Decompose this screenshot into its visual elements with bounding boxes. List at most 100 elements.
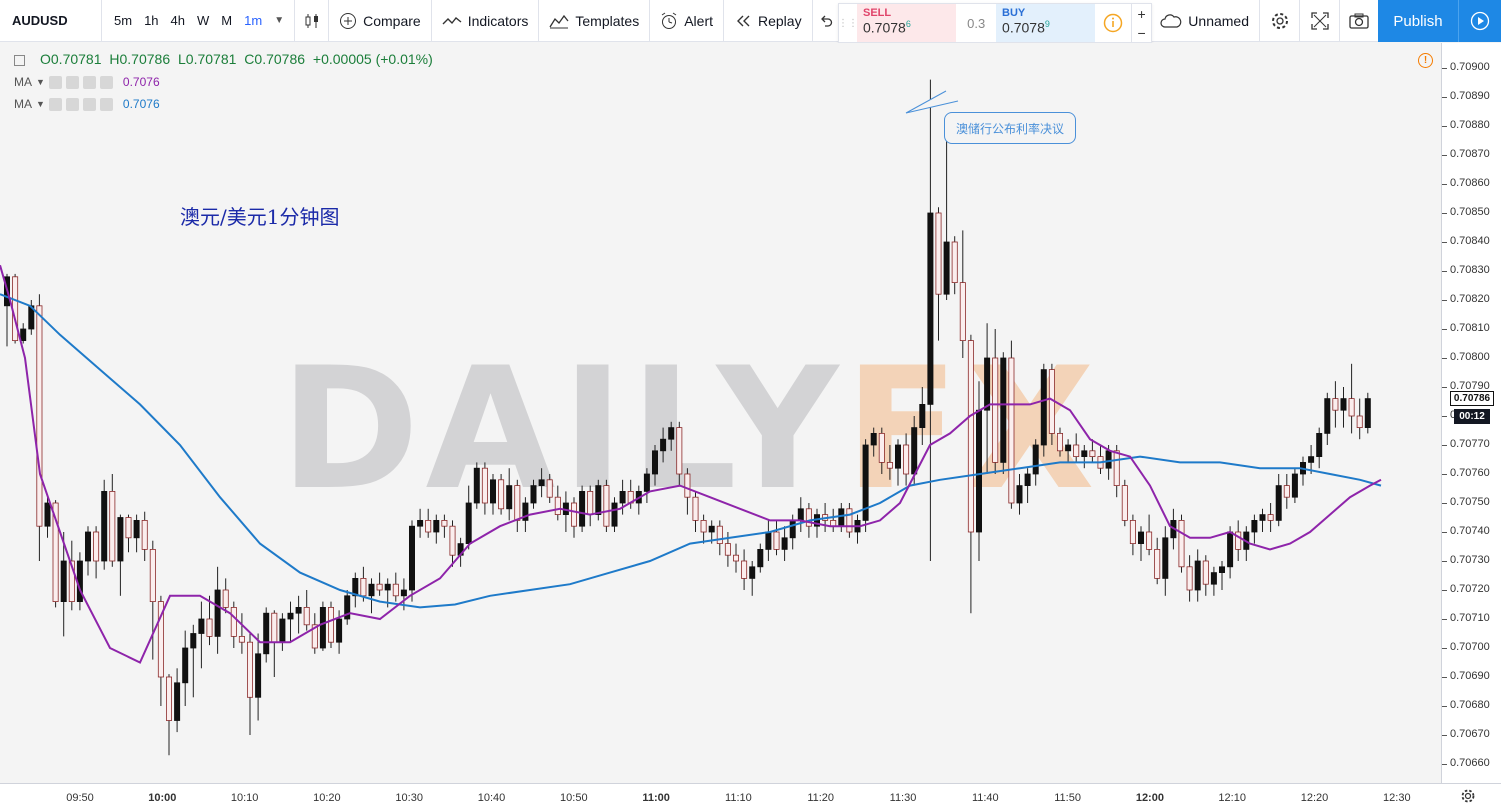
publish-button[interactable]: Publish	[1378, 0, 1458, 42]
interval-5m[interactable]: 5m	[114, 13, 133, 28]
play-button[interactable]	[1458, 0, 1501, 42]
collapse-legend-button[interactable]	[14, 55, 25, 66]
candle	[643, 468, 650, 503]
candle	[1032, 439, 1039, 486]
close-icon[interactable]	[99, 75, 113, 89]
price-tick: 0.70790	[1442, 380, 1490, 392]
gear-icon[interactable]	[65, 75, 79, 89]
candle	[862, 439, 869, 532]
chart-style-button[interactable]	[295, 0, 330, 41]
plus-icon[interactable]	[82, 97, 96, 111]
candle	[1000, 352, 1007, 474]
interval-1m[interactable]: 1m	[244, 13, 263, 28]
buy-button[interactable]: BUY 0.70789	[996, 4, 1096, 42]
interval-1h[interactable]: 1h	[144, 13, 159, 28]
info-button[interactable]	[1095, 4, 1131, 42]
undo-button[interactable]	[813, 0, 839, 41]
chevron-down-icon[interactable]: ▼	[36, 99, 45, 109]
candle	[733, 543, 740, 573]
ma-legend-1[interactable]: MA ▼ 0.7076	[14, 75, 437, 89]
fullscreen-button[interactable]	[1300, 0, 1340, 42]
drag-handle-icon[interactable]: ⋮⋮	[838, 17, 858, 29]
compare-button[interactable]: Compare	[329, 0, 432, 41]
price-tick: 0.70730	[1442, 554, 1490, 566]
settings-button[interactable]	[1260, 0, 1300, 42]
sell-price-main: 0.7078	[863, 19, 906, 36]
candle	[1364, 392, 1371, 434]
templates-button[interactable]: Templates	[539, 0, 651, 41]
candle	[1356, 398, 1363, 440]
interval-m[interactable]: M	[221, 13, 233, 28]
ma2-value: 0.7076	[122, 97, 160, 111]
interval-w[interactable]: W	[197, 13, 210, 28]
candle	[141, 511, 148, 561]
eye-icon[interactable]	[48, 97, 62, 111]
toolbar-right: Unnamed Publish	[1150, 0, 1501, 42]
candle	[287, 601, 294, 643]
top-toolbar: AUDUSD 5m 1h 4h W M 1m ▼ Compare Indicat…	[0, 0, 1501, 42]
candle	[36, 294, 43, 561]
candle	[498, 474, 505, 515]
increase-button[interactable]: +	[1137, 5, 1146, 22]
candle	[854, 514, 861, 544]
candle	[870, 427, 877, 457]
candle	[660, 427, 667, 463]
chart-pane[interactable]: DAILYFX O0.70781 H0.70786 L0.70781 C0.70…	[0, 43, 1441, 783]
candle	[149, 540, 156, 660]
decrease-button[interactable]: −	[1137, 24, 1146, 41]
price-axis[interactable]: 0.70900 0.70890 0.70880 0.70870 0.70860 0.708…	[1441, 43, 1501, 783]
candle	[279, 613, 286, 651]
candle	[68, 540, 75, 611]
candle	[125, 514, 132, 553]
chevron-down-icon[interactable]: ▼	[36, 77, 45, 87]
candle	[1251, 514, 1258, 544]
time-tick: 10:00	[148, 792, 177, 804]
time-tick: 10:10	[230, 792, 259, 804]
time-axis[interactable]: 09:50 10:00 10:10 10:20 10:30 10:40 10:50 11:00…	[0, 783, 1501, 807]
candle	[1138, 526, 1145, 561]
candle	[1300, 456, 1307, 486]
candle	[1316, 427, 1323, 469]
candle	[676, 421, 683, 486]
sell-button[interactable]: SELL 0.70786	[857, 4, 957, 42]
candle	[327, 601, 334, 648]
price-tick: 0.70750	[1442, 496, 1490, 508]
alert-icon[interactable]: !	[1418, 53, 1433, 68]
alarm-clock-icon	[661, 12, 677, 29]
interval-dropdown-icon[interactable]: ▼	[274, 15, 285, 26]
candle	[165, 674, 172, 756]
buy-price-main: 0.7078	[1002, 19, 1045, 36]
alert-button[interactable]: Alert	[650, 0, 724, 41]
candle	[1267, 503, 1274, 532]
candle	[1275, 474, 1282, 527]
candle	[60, 532, 67, 637]
ma-legend-2[interactable]: MA ▼ 0.7076	[14, 97, 437, 111]
candle	[263, 607, 270, 663]
candle	[716, 520, 723, 556]
symbol-search[interactable]: AUDUSD	[0, 0, 102, 41]
interval-4h[interactable]: 4h	[170, 13, 185, 28]
candle	[757, 543, 764, 573]
candle	[1178, 514, 1185, 573]
close-icon[interactable]	[99, 97, 113, 111]
candle	[700, 514, 707, 544]
sell-price: 0.70786	[863, 19, 950, 36]
layout-name-button[interactable]: Unnamed	[1150, 0, 1260, 42]
candle	[878, 427, 885, 474]
candle	[44, 497, 51, 538]
spread-value: 0.3	[967, 15, 986, 31]
eye-icon[interactable]	[48, 75, 62, 89]
price-tick: 0.70830	[1442, 264, 1490, 276]
candle	[117, 514, 124, 596]
candle	[587, 485, 594, 527]
cloud-icon	[1160, 14, 1182, 28]
candle	[1057, 427, 1064, 457]
gear-icon[interactable]	[65, 97, 79, 111]
replay-button[interactable]: Replay	[724, 0, 813, 41]
snapshot-button[interactable]	[1340, 0, 1378, 42]
plus-icon[interactable]	[82, 75, 96, 89]
gear-icon[interactable]	[1460, 788, 1476, 804]
candle	[101, 479, 108, 570]
undo-icon	[820, 15, 832, 27]
indicators-button[interactable]: Indicators	[432, 0, 540, 41]
